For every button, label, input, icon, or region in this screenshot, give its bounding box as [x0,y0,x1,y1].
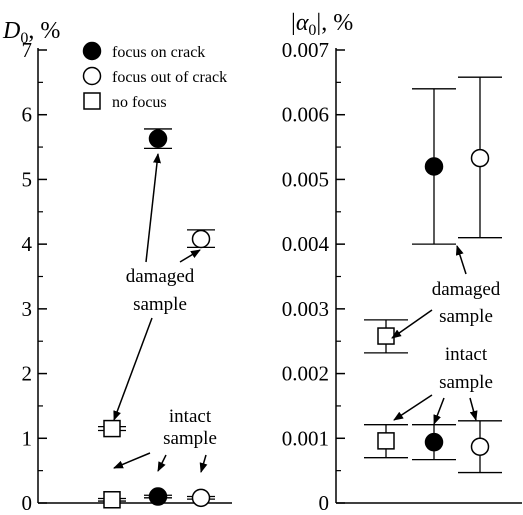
right-tick-label: 0.006 [282,103,329,127]
arrow-left-damaged-to-on-crack [145,153,161,263]
legend-marker-filled-circle [82,41,102,61]
right-y-label-main: α [296,10,309,36]
left-y-axis-label: D0, % [2,18,60,47]
left-y-label-unit: , % [28,18,60,44]
right-tick-label: 0.003 [282,297,329,321]
left-damaged-focus-on-crack-marker [148,129,168,148]
legend-item-focus-out-of-crack: focus out of crack [82,66,227,86]
left-damaged-focus-out-of-crack-marker [191,229,211,249]
left-tick-label: 0 [22,491,33,515]
left-annotation-damaged-line1: damaged [126,266,195,287]
right-damaged-focus-out-of-crack-marker [470,148,490,168]
arrow-left-damaged-to-out-of-crack [179,249,201,263]
right-y-label-sub: 0 [308,22,316,39]
right-intact-focus-on-crack-marker [424,432,444,452]
right-panel: 0 0.001 0.002 0.003 0.004 0.005 0.006 0.007 [282,38,522,515]
right-annotation-intact-line2: sample [439,372,493,393]
right-tick-label: 0.005 [282,167,329,191]
left-tick-label: 1 [22,426,33,450]
right-damaged-focus-on-crack-marker [424,157,444,176]
left-annotation-intact-line1: intact [169,406,212,427]
left-tick-label: 7 [22,38,33,62]
arrow-right-damaged-to-no-focus [391,309,433,339]
left-intact-focus-out-of-crack-marker [191,488,211,508]
legend-marker-open-circle [82,66,102,86]
annotations: damaged sample intact sample damaged sam… [126,266,501,449]
arrow-left-damaged-to-no-focus [113,317,153,421]
right-tick-label: 0.001 [282,426,329,450]
arrow-left-intact-to-no-focus [113,452,151,469]
right-intact-no-focus-marker [377,432,395,450]
right-annotation-intact-line1: intact [445,344,488,365]
arrow-left-intact-to-on-crack [157,454,167,472]
arrow-right-intact-to-on-crack [433,397,445,425]
right-tick-label: 0.007 [282,38,329,62]
legend: focus on crack focus out of crack no foc… [82,41,227,111]
left-tick-label: 2 [22,362,33,386]
left-tick-label: 4 [22,232,33,256]
right-annotation-damaged-line1: damaged [432,279,501,300]
arrow-right-damaged-to-out-of-crack [455,245,467,275]
legend-item-focus-on-crack: focus on crack [82,41,205,61]
arrow-right-intact-to-no-focus [393,394,433,421]
right-y-label-bar-left: | [291,10,296,36]
right-annotation-damaged-line2: sample [439,306,493,327]
right-y-axis-label: |α0|, % [291,10,353,39]
right-intact-focus-out-of-crack-marker [470,437,490,456]
left-tick-label: 5 [22,167,33,191]
left-annotation-damaged-line2: sample [133,294,187,315]
left-tick-label: 6 [22,103,33,127]
left-intact-no-focus-marker [103,491,121,509]
legend-label-focus-out-of-crack: focus out of crack [112,69,227,86]
legend-label-focus-on-crack: focus on crack [112,44,205,61]
arrow-right-intact-to-out-of-crack [469,397,478,421]
right-y-label-bar-right: | [316,10,321,36]
arrow-left-intact-to-out-of-crack [199,454,208,473]
annotation-arrows [113,153,478,473]
right-y-label-unit: , % [321,10,353,36]
right-tick-label: 0.004 [282,232,330,256]
left-intact-focus-on-crack-marker [148,487,168,506]
left-y-label-sub: 0 [20,30,28,47]
right-tick-label: 0.002 [282,362,329,386]
right-damaged-no-focus-marker [377,327,395,345]
left-damaged-no-focus-marker [103,419,121,438]
legend-item-no-focus: no focus [83,92,167,111]
right-tick-label: 0 [319,491,330,515]
left-annotation-intact-line2: sample [163,428,217,449]
left-y-label-main: D [2,18,20,44]
legend-label-no-focus: no focus [112,94,167,111]
legend-marker-open-square [83,92,101,110]
left-panel: 0 1 2 3 4 5 6 7 [22,38,232,515]
left-tick-label: 3 [22,297,33,321]
